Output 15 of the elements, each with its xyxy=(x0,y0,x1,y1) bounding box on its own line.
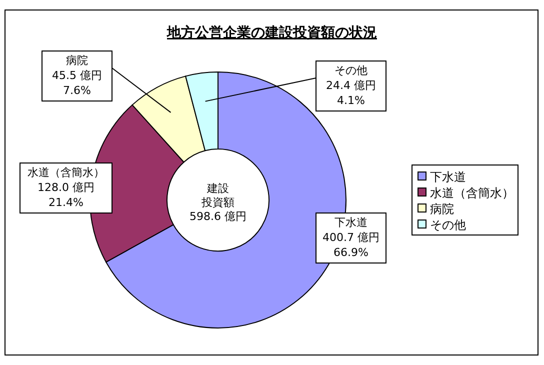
slice-label: 病院 xyxy=(66,54,88,67)
legend-label: 水道（含簡水） xyxy=(430,186,514,200)
legend-label: 下水道 xyxy=(430,170,466,184)
data-label: 128.0 億円 21.4% xyxy=(38,181,94,209)
data-label: 400.7 億円 66.9% xyxy=(322,231,380,259)
slice-label: 下水道 xyxy=(334,216,368,229)
slice-label: 水道（含簡水） xyxy=(28,166,104,179)
legend-label: 病院 xyxy=(430,202,454,216)
text: 建設投資額 xyxy=(200,182,234,209)
data-label: 45.5 億円 7.6% xyxy=(52,69,102,97)
slice-label: その他 xyxy=(334,64,368,77)
chart-title: 地方公営企業の建設投資額の状況 xyxy=(166,24,377,41)
text: 598.6 億円 xyxy=(190,210,246,223)
data-label: 24.4 億円 4.1% xyxy=(326,79,376,107)
legend-label: その他 xyxy=(430,218,466,232)
